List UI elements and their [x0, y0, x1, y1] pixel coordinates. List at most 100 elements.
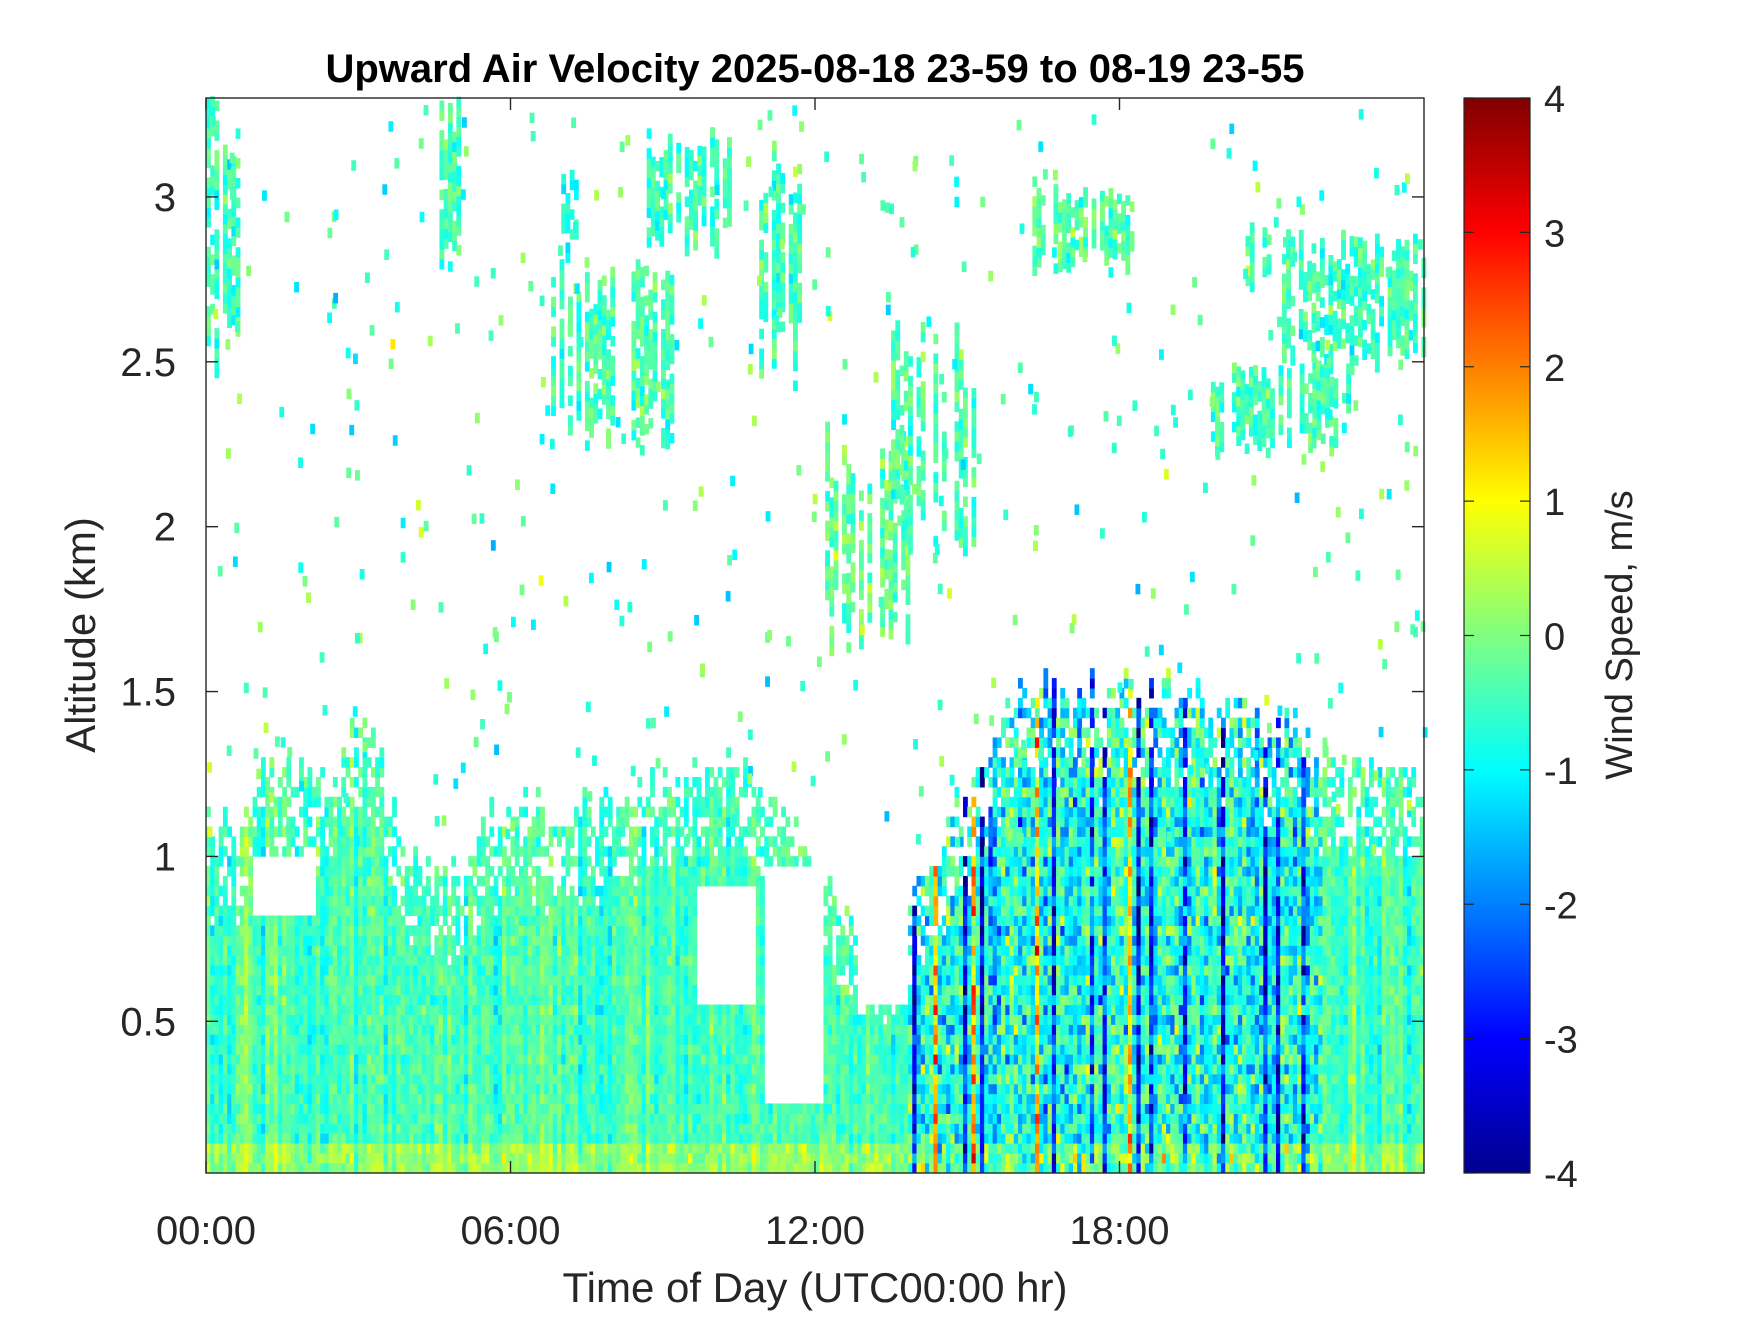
heatmap-cell	[345, 964, 351, 976]
heatmap-cell	[239, 955, 245, 966]
heatmap-cell	[354, 856, 359, 867]
heatmap-cell	[582, 945, 588, 956]
heatmap-cell	[912, 1093, 918, 1105]
heatmap-cell	[400, 1044, 406, 1055]
heatmap-cell	[620, 846, 626, 857]
heatmap-cell	[717, 786, 723, 798]
heatmap-cell	[582, 1073, 588, 1085]
heatmap-cell	[451, 935, 457, 946]
heatmap-cell	[827, 1073, 833, 1085]
heatmap-cell	[358, 974, 364, 986]
heatmap-cell	[459, 1103, 465, 1114]
heatmap-cell	[286, 925, 292, 936]
heatmap-cell	[908, 1063, 913, 1075]
heatmap-cell	[573, 1103, 579, 1114]
heatmap-cell	[425, 925, 431, 936]
heatmap-cell	[375, 1113, 380, 1124]
heatmap-cell	[527, 1143, 533, 1154]
heatmap-cell	[650, 925, 655, 936]
heatmap-cell	[345, 1123, 351, 1134]
heatmap-cell	[506, 945, 512, 956]
heatmap-cell	[214, 895, 220, 907]
heatmap-cell	[354, 885, 359, 897]
heatmap-cell	[366, 1073, 372, 1085]
heatmap-cell	[548, 895, 554, 907]
heatmap-cell	[362, 1014, 368, 1025]
heatmap-cell	[510, 1103, 516, 1114]
heatmap-cell	[269, 1083, 275, 1095]
heatmap-cell	[658, 905, 664, 917]
heatmap-cell	[290, 1152, 296, 1164]
heatmap-cell	[392, 1113, 397, 1124]
heatmap-cell	[853, 1093, 858, 1105]
heatmap-cell	[379, 1133, 385, 1144]
heatmap-cell	[861, 1044, 867, 1055]
heatmap-cell	[430, 1103, 435, 1114]
heatmap-cell	[392, 1073, 397, 1085]
heatmap-cell	[421, 1053, 427, 1065]
heatmap-cell	[383, 925, 389, 936]
heatmap-cell	[540, 945, 545, 956]
heatmap-cell	[354, 994, 359, 1006]
heatmap-cell	[700, 1053, 706, 1065]
heatmap-cell	[409, 1152, 414, 1164]
heatmap-cell	[696, 1113, 702, 1124]
heatmap-cell	[827, 1004, 833, 1016]
heatmap-cell	[595, 994, 600, 1006]
heatmap-cell	[430, 1063, 435, 1075]
heatmap-cell	[400, 1162, 406, 1174]
heatmap-cell	[248, 935, 254, 946]
heatmap-cell	[607, 1034, 613, 1045]
heatmap-cell	[455, 1162, 461, 1174]
heatmap-cell	[434, 1133, 440, 1144]
heatmap-cell	[497, 984, 503, 996]
heatmap-cell	[908, 1083, 913, 1095]
heatmap-cell	[231, 945, 237, 956]
heatmap-cell	[578, 1073, 583, 1085]
heatmap-cell	[425, 935, 431, 946]
heatmap-cell	[269, 1133, 275, 1144]
heatmap-cell	[400, 925, 406, 936]
heatmap-cell	[751, 1133, 757, 1144]
heatmap-cell	[370, 1044, 376, 1055]
heatmap-cell	[679, 1063, 685, 1075]
heatmap-cell	[387, 1143, 393, 1154]
heatmap-cell	[565, 856, 571, 867]
heatmap-cell	[751, 806, 757, 818]
heatmap-cell	[290, 1024, 296, 1035]
heatmap-cell	[582, 806, 588, 818]
heatmap-cell	[743, 1113, 748, 1124]
heatmap-cell	[277, 1113, 283, 1124]
heatmap-cell	[578, 866, 583, 877]
heatmap-cell	[578, 994, 583, 1006]
heatmap-cell	[535, 1024, 541, 1035]
heatmap-cell	[713, 1143, 719, 1154]
heatmap-cell	[891, 1152, 896, 1164]
heatmap-cell	[578, 826, 583, 837]
heatmap-cell	[349, 1113, 355, 1124]
heatmap-cell	[535, 1044, 541, 1055]
heatmap-cell	[206, 1004, 211, 1016]
heatmap-cell	[286, 1063, 292, 1075]
heatmap-cell	[540, 964, 545, 976]
heatmap-cell	[573, 974, 579, 986]
heatmap-cell	[607, 1014, 613, 1025]
heatmap-cell	[709, 816, 715, 828]
heatmap-cell	[366, 866, 372, 877]
heatmap-cell	[315, 1063, 321, 1075]
heatmap-cell	[273, 1162, 279, 1174]
heatmap-cell	[337, 945, 342, 956]
heatmap-cell	[582, 1162, 588, 1174]
heatmap-cell	[277, 1034, 283, 1045]
heatmap-cell	[573, 994, 579, 1006]
heatmap-cell	[354, 945, 359, 956]
heatmap-cell	[425, 885, 431, 897]
heatmap-cell	[387, 964, 393, 976]
heatmap-cell	[273, 826, 279, 837]
heatmap-cell	[760, 994, 765, 1006]
heatmap-cell	[210, 846, 216, 857]
heatmap-cell	[413, 1024, 419, 1035]
heatmap-cell	[248, 816, 254, 828]
heatmap-cell	[688, 866, 693, 877]
heatmap-cell	[666, 1063, 672, 1075]
